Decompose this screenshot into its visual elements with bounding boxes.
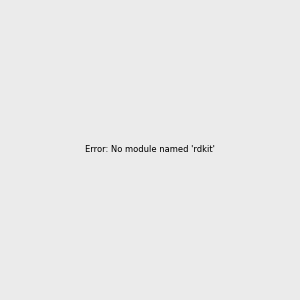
- Text: Error: No module named 'rdkit': Error: No module named 'rdkit': [85, 146, 215, 154]
